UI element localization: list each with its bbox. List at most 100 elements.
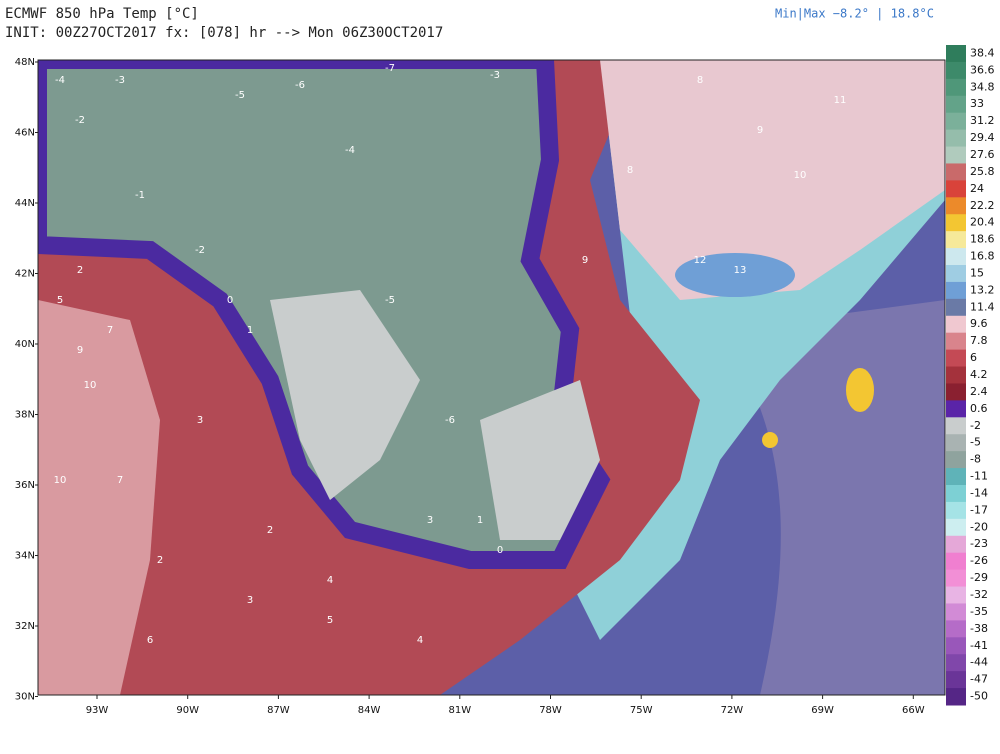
station-value: 1 bbox=[477, 515, 483, 526]
colorbar-swatch bbox=[946, 146, 966, 164]
station-value: 5 bbox=[57, 295, 63, 306]
colorbar-label: -35 bbox=[970, 605, 988, 618]
colorbar-swatch bbox=[946, 180, 966, 198]
colorbar-label: 2.4 bbox=[970, 385, 988, 398]
lat-label: 34N bbox=[15, 551, 35, 562]
colorbar-label: 15 bbox=[970, 266, 984, 279]
colorbar-swatch bbox=[946, 163, 966, 181]
colorbar-swatch bbox=[946, 518, 966, 537]
lon-label: 69W bbox=[811, 705, 834, 716]
lat-label: 42N bbox=[15, 269, 35, 280]
colorbar-label: -29 bbox=[970, 571, 988, 584]
lon-label: 75W bbox=[630, 705, 653, 716]
station-value: 12 bbox=[694, 255, 707, 266]
colorbar-label: 16.8 bbox=[970, 250, 995, 263]
colorbar-label: 6 bbox=[970, 351, 977, 364]
colorbar-label: 18.6 bbox=[970, 233, 995, 246]
lon-label: 81W bbox=[448, 705, 471, 716]
colorbar-label: 20.4 bbox=[970, 216, 995, 229]
colorbar-swatch bbox=[946, 315, 966, 334]
colorbar-swatch bbox=[946, 637, 966, 655]
colorbar-swatch bbox=[946, 552, 966, 571]
colorbar-swatch bbox=[946, 349, 966, 368]
lon-label: 90W bbox=[176, 705, 199, 716]
title: ECMWF 850 hPa Temp [°C] bbox=[5, 6, 199, 22]
station-value: 1 bbox=[247, 325, 253, 336]
colorbar-label: 36.6 bbox=[970, 63, 995, 76]
colorbar-swatch bbox=[946, 535, 966, 554]
colorbar-label: 7.8 bbox=[970, 334, 988, 347]
station-value: 9 bbox=[757, 125, 763, 136]
colorbar-label: -17 bbox=[970, 503, 988, 516]
colorbar-label: 24 bbox=[970, 182, 984, 195]
station-value: 9 bbox=[77, 345, 83, 356]
station-value: 5 bbox=[327, 615, 333, 626]
colorbar-label: -26 bbox=[970, 554, 988, 567]
colorbar-swatch bbox=[946, 383, 966, 401]
station-value: 8 bbox=[697, 75, 703, 86]
station-value: 2 bbox=[267, 525, 273, 536]
colorbar-label: -5 bbox=[970, 436, 981, 449]
colorbar-label: 34.8 bbox=[970, 80, 995, 93]
station-value: 10 bbox=[84, 380, 97, 391]
min-max: Min|Max −8.2° | 18.8°C bbox=[775, 7, 934, 21]
station-value: -6 bbox=[445, 415, 455, 426]
colorbar-swatch bbox=[946, 45, 966, 63]
colorbar-label: -11 bbox=[970, 470, 988, 483]
colorbar-label: -50 bbox=[970, 690, 988, 703]
station-value: 10 bbox=[794, 170, 807, 181]
station-value: 4 bbox=[327, 575, 333, 586]
station-value: -1 bbox=[135, 190, 145, 201]
station-value: 9 bbox=[582, 255, 588, 266]
station-value: -3 bbox=[490, 70, 500, 81]
station-value: 10 bbox=[54, 475, 67, 486]
colorbar-label: 13.2 bbox=[970, 283, 995, 296]
colorbar-swatch bbox=[946, 451, 966, 469]
colorbar-swatch bbox=[946, 417, 966, 435]
colorbar-swatch bbox=[946, 671, 966, 689]
station-value: 3 bbox=[427, 515, 433, 526]
colorbar-swatch bbox=[946, 61, 966, 80]
lon-label: 78W bbox=[539, 705, 562, 716]
colorbar-label: 4.2 bbox=[970, 368, 988, 381]
colorbar-label: 31.2 bbox=[970, 114, 995, 127]
colorbar-label: 9.6 bbox=[970, 317, 988, 330]
lat-label: 44N bbox=[15, 198, 35, 209]
colorbar-label: 33 bbox=[970, 97, 984, 110]
colorbar-swatch bbox=[946, 400, 966, 418]
station-value: 2 bbox=[157, 555, 163, 566]
station-value: -6 bbox=[295, 80, 305, 91]
colorbar-swatch bbox=[946, 265, 966, 283]
station-value: 8 bbox=[627, 165, 633, 176]
colorbar-swatch bbox=[946, 332, 966, 351]
lon-label: 84W bbox=[358, 705, 381, 716]
colorbar-swatch bbox=[946, 281, 966, 300]
colorbar-swatch bbox=[946, 197, 966, 215]
colorbar-label: 22.2 bbox=[970, 199, 995, 212]
lon-label: 87W bbox=[267, 705, 290, 716]
colorbar-swatch bbox=[946, 586, 966, 604]
lat-label: 48N bbox=[15, 57, 35, 68]
station-value: -5 bbox=[235, 90, 245, 101]
colorbar-label: 25.8 bbox=[970, 165, 995, 178]
colorbar-label: -23 bbox=[970, 537, 988, 550]
colorbar-swatch bbox=[946, 298, 966, 317]
colorbar-swatch bbox=[946, 366, 966, 384]
lon-label: 93W bbox=[86, 705, 109, 716]
colorbar-label: 38.4 bbox=[970, 46, 995, 59]
station-value: -2 bbox=[195, 245, 205, 256]
station-value: 3 bbox=[247, 595, 253, 606]
colorbar-label: 29.4 bbox=[970, 131, 995, 144]
lat-label: 40N bbox=[15, 339, 35, 350]
colorbar-swatch bbox=[946, 569, 966, 588]
colorbar-swatch bbox=[946, 501, 966, 520]
colorbar-swatch bbox=[946, 129, 966, 148]
station-value: 6 bbox=[147, 635, 153, 646]
station-value: -5 bbox=[385, 295, 395, 306]
colorbar-label: -32 bbox=[970, 588, 988, 601]
colorbar-swatch bbox=[946, 95, 966, 114]
lat-label: 46N bbox=[15, 128, 35, 139]
colorbar-label: -44 bbox=[970, 656, 988, 669]
station-value: 11 bbox=[834, 95, 847, 106]
